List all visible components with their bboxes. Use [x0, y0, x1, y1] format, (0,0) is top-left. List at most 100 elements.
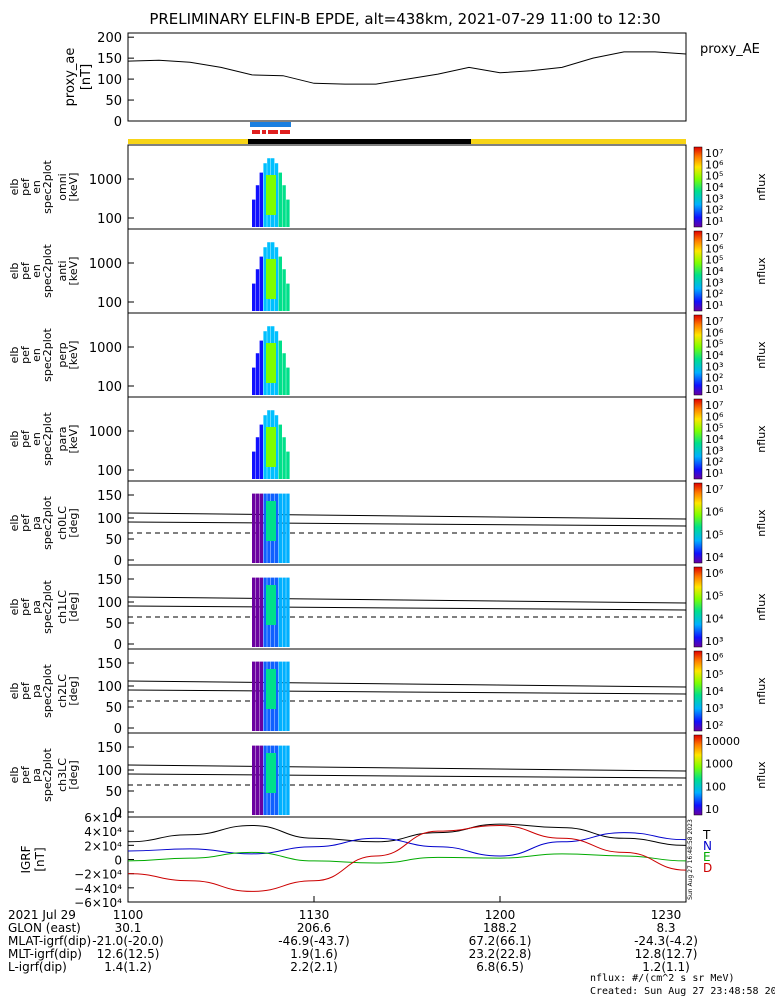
orbit-bar-shadow: [248, 139, 471, 144]
spectrogram-cell: [263, 577, 267, 647]
spectrogram-cell: [255, 353, 260, 395]
spectrogram-cell: [286, 283, 290, 311]
panel-ylabel-3: spec2plot: [41, 496, 54, 550]
colorbar-unit: nflux: [755, 257, 768, 285]
ytick-label: 100: [97, 764, 122, 779]
colorbar-label: 10⁴: [705, 433, 724, 446]
spectrogram-cell: [252, 577, 256, 647]
spectrogram-cell: [252, 745, 256, 815]
spectrogram-cell: [278, 172, 282, 227]
panel-ylabel-1: pef: [19, 261, 32, 280]
created-stamp: Created: Sun Aug 27 23:48:58 2023: [590, 986, 775, 997]
ytick-label: 150: [97, 741, 122, 756]
spectrogram-cell: [278, 256, 282, 311]
ytick-label: 100: [97, 596, 122, 611]
panel-ylabel-2: en: [30, 348, 43, 362]
spectrogram-cell: [263, 331, 267, 395]
ae-ylabel-unit: [nT]: [79, 64, 94, 90]
spectrogram-cell: [259, 493, 263, 563]
ytick-label: 0: [114, 806, 122, 821]
colorbar-unit: nflux: [755, 761, 768, 789]
colorbar-label: 10³: [705, 360, 723, 373]
igrf-ylabel: IGRF: [19, 845, 33, 873]
footer-row-value: 12.6(12.5): [97, 947, 160, 961]
colorbar-label: 10⁵: [705, 254, 723, 267]
spectrogram-cell: [263, 163, 267, 227]
footer-row-value: 8.3: [656, 921, 675, 935]
colorbar-label: 10⁵: [705, 422, 723, 435]
panel-ylabel-2: pa: [30, 768, 43, 782]
ytick-label: 1000: [89, 257, 122, 272]
ytick-label: 150: [97, 573, 122, 588]
panel-ylabel-0: elb: [8, 767, 21, 784]
ytick-label: 100: [97, 464, 122, 479]
spectrogram-cell: [255, 185, 260, 227]
colorbar-label: 10¹: [705, 383, 723, 396]
panel-ylabel-3: spec2plot: [41, 748, 54, 802]
ytick-label: 100: [97, 512, 122, 527]
spectrogram-core: [266, 753, 276, 793]
spectrogram-cell: [282, 269, 286, 311]
igrf-ytick-label: 2×10⁴: [84, 839, 122, 853]
colorbar-label: 10¹: [705, 299, 723, 312]
footer-row-value: 1.2(1.1): [642, 960, 690, 974]
spectrogram-core: [266, 501, 276, 541]
colorbar-label: 10⁶: [705, 410, 724, 423]
panel-ylabel-1: pef: [19, 765, 32, 784]
ytick-label: 100: [97, 380, 122, 395]
panel-ylabel-4: ch3LC: [56, 758, 69, 792]
ytick-label: 100: [97, 212, 122, 227]
ytick-label: 0: [114, 554, 122, 569]
spectrogram-cell: [274, 247, 279, 311]
spectrogram-cell: [286, 367, 290, 395]
colorbar-label: 10¹: [705, 215, 723, 228]
spectrogram-core: [266, 585, 276, 625]
spectrogram-cell: [259, 661, 263, 731]
loss-cone-line: [127, 596, 687, 604]
colorbar-label: 10⁴: [705, 265, 724, 278]
footer-row-value: 30.1: [115, 921, 142, 935]
footer-row-value: 188.2: [483, 921, 517, 935]
colorbar-label: 100: [705, 780, 726, 793]
panel-ylabel-5: [keV]: [67, 257, 80, 286]
spectrogram-cell: [282, 437, 286, 479]
spectrogram-cell: [282, 661, 286, 731]
panel-ylabel-0: elb: [8, 683, 21, 700]
spectrogram-cell: [278, 493, 282, 563]
panel-ylabel-4: para: [56, 427, 69, 452]
units-note: nflux: #/(cm^2 s sr MeV): [590, 973, 735, 984]
spectrogram-cell: [278, 424, 282, 479]
ae-ytick-label: 200: [97, 31, 122, 46]
footer-row-label: L-igrf(dip): [8, 960, 67, 974]
spectrogram-cell: [263, 247, 267, 311]
colorbar-unit: nflux: [755, 173, 768, 201]
panel-ylabel-1: pef: [19, 597, 32, 616]
panel-ylabel-5: [keV]: [67, 425, 80, 454]
panel-ylabel-4: ch1LC: [56, 590, 69, 624]
spectrogram-cell: [274, 661, 279, 731]
footer-row-value: 1130: [299, 908, 330, 922]
colorbar-label: 10⁷: [705, 231, 723, 244]
igrf-series-T: [127, 823, 687, 846]
footer-row-label: MLAT-igrf(dip): [8, 934, 91, 948]
panel-ylabel-5: [keV]: [67, 173, 80, 202]
footer-row-value: -46.9(-43.7): [278, 934, 349, 948]
panel-ylabel-0: elb: [8, 347, 21, 364]
spectrogram-cell: [259, 340, 263, 395]
footer-row-value: 1100: [113, 908, 144, 922]
spectrogram-cell: [259, 424, 263, 479]
igrf-legend-N: N: [703, 839, 712, 853]
footer-row-value: 1.9(1.6): [290, 947, 338, 961]
panel-frame: [127, 396, 687, 482]
ae-ytick-label: 100: [97, 73, 122, 88]
ytick-label: 0: [114, 722, 122, 737]
colorbar: [693, 650, 703, 732]
science-zone-bar-blue: [250, 122, 291, 127]
colorbar-label: 10⁶: [705, 651, 724, 664]
spectrogram-cell: [252, 367, 256, 395]
colorbar-label: 10³: [705, 444, 723, 457]
footer-row-value: 1230: [651, 908, 682, 922]
